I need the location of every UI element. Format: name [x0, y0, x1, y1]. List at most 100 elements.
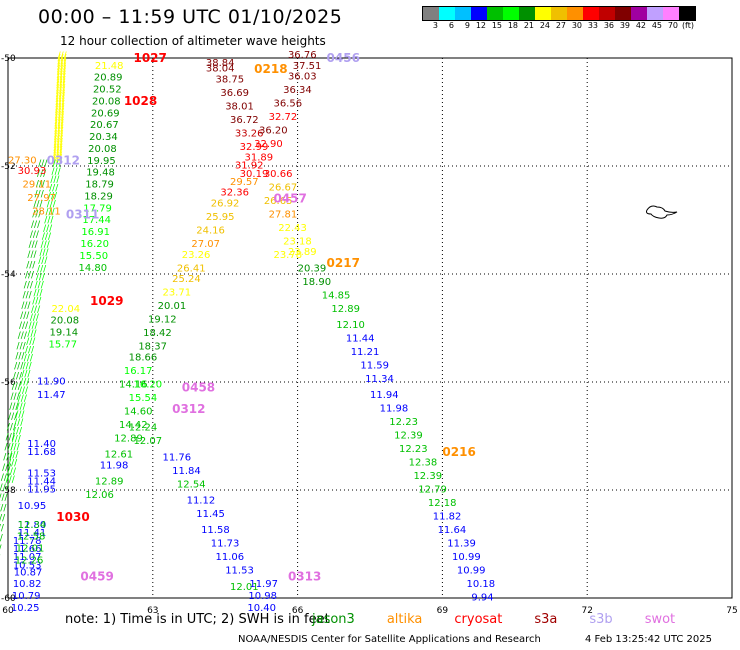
track-value-label: 22.04: [51, 304, 80, 315]
swh-value-label: 23.78: [273, 250, 302, 261]
dense-band-mark: ∕∕∕: [12, 382, 22, 392]
swh-value-label: 12.23: [389, 417, 418, 428]
pass-time-label: 0458: [182, 380, 215, 394]
swh-value-label: 20.01: [158, 301, 187, 312]
swh-value-label: 10.95: [18, 501, 47, 512]
dense-band-mark: ∕∕∕: [54, 121, 64, 131]
swh-value-label: 38.84: [206, 58, 235, 69]
dense-band-mark: ∕∕∕: [0, 524, 5, 534]
legend-swatch: [567, 7, 583, 20]
legend-swatch: [599, 7, 615, 20]
dense-band-mark: ∕∕∕: [35, 189, 45, 199]
track-value-label: 19.14: [50, 328, 79, 339]
dense-band-mark: ∕∕∕: [54, 137, 64, 147]
track-value-label: 10.98: [248, 591, 277, 602]
dense-band-mark: ∕∕∕: [13, 372, 23, 382]
track-value-label: 12.26: [15, 555, 44, 566]
swh-value-label: 36.76: [288, 50, 317, 61]
swh-value-label: 23.26: [182, 250, 211, 261]
swh-value-label: 11.53: [27, 469, 56, 480]
dense-band-mark: ∕∕∕: [48, 191, 58, 201]
lon-tick-label: 69: [437, 606, 449, 616]
swh-value-label: 12.39: [394, 431, 423, 442]
dense-band-mark: ∕∕∕: [56, 81, 66, 91]
swh-value-label: 18.37: [138, 342, 167, 353]
pass-time-label: 1029: [90, 294, 123, 308]
track-value-label: 14.80: [78, 263, 107, 274]
timestamp: 4 Feb 13:25:42 UTC 2025: [585, 634, 712, 645]
track-value-label: 21.48: [95, 61, 124, 72]
swh-value-label: 36.72: [230, 115, 259, 126]
swh-value-label: 32.90: [254, 139, 283, 150]
pass-time-label: 0312: [47, 154, 80, 168]
swh-value-label: 11.40: [27, 439, 56, 450]
legend-swatch: [471, 7, 487, 20]
track-value-label: 20.67: [90, 120, 119, 131]
swh-value-label: 11.80: [18, 520, 47, 531]
pass-time-label: 1027: [133, 51, 166, 65]
swh-value-label: 11.82: [433, 512, 462, 523]
swh-value-label: 32.99: [240, 142, 269, 153]
swh-value-label: 12.23: [399, 444, 428, 455]
legend-swatch: [551, 7, 567, 20]
dense-band-mark: ∕∕∕: [55, 116, 65, 126]
dense-band-mark: ∕∕∕: [41, 240, 51, 250]
dense-band-mark: ∕∕∕: [19, 321, 29, 331]
dense-band-mark: ∕∕∕: [0, 534, 4, 544]
dense-band-mark: ∕∕∕: [4, 443, 14, 453]
swh-value-label: 18.66: [129, 352, 158, 363]
legend-label: 12: [475, 21, 486, 30]
legend-swatch: [663, 7, 679, 20]
track-value-label: 17.44: [82, 215, 111, 226]
pass-time-label: 0312: [172, 402, 205, 416]
dense-band-mark: ∕∕∕: [53, 156, 63, 166]
dense-band-mark: ∕∕∕: [55, 102, 65, 112]
pass-time-label: 0456: [327, 51, 360, 65]
swh-value-label: 29.57: [230, 177, 259, 188]
swh-value-label: 11.73: [211, 539, 240, 550]
lon-tick-label: 72: [581, 606, 592, 616]
dense-band-mark: ∕∕∕: [53, 148, 63, 158]
dense-band-mark: ∕∕∕: [14, 418, 24, 428]
dense-band-mark: ∕∕∕: [57, 56, 67, 66]
swh-value-label: 38.04: [206, 64, 235, 75]
swh-value-label: 36.03: [288, 72, 317, 83]
dense-band-mark: ∕∕∕: [0, 554, 1, 564]
swh-value-label: 32.36: [220, 188, 249, 199]
dense-band-mark: ∕∕∕: [30, 313, 40, 323]
swh-value-label: 18.42: [143, 328, 172, 339]
swh-value-label: 14.16: [119, 379, 148, 390]
track-value-label: 18.29: [84, 191, 113, 202]
dense-band-mark: ∕∕∕: [39, 248, 49, 258]
satellite-swot: swot: [644, 612, 676, 627]
swh-value-label: 12.06: [85, 490, 114, 501]
satellite-legend: jason3 altika cryosat s3a s3b swot: [312, 612, 707, 627]
dense-band-mark: ∕∕∕: [9, 451, 19, 461]
dense-band-mark: ∕∕∕: [56, 92, 66, 102]
legend-label: 36: [603, 21, 614, 30]
dense-band-mark: ∕∕∕: [31, 220, 41, 230]
pass-time-label: 0216: [442, 445, 475, 459]
swh-value-label: 10.53: [13, 560, 42, 571]
swh-value-label: 26.67: [269, 182, 298, 193]
track-value-label: 15.77: [49, 339, 78, 350]
dense-band-mark: ∕∕∕: [53, 159, 63, 169]
dense-band-mark: ∕∕∕: [55, 105, 65, 115]
island-outline: [646, 205, 678, 219]
pass-time-label: 0459: [80, 569, 113, 583]
dense-band-mark: ∕∕∕: [46, 208, 56, 218]
track-value-label: 12.58: [17, 532, 46, 543]
legend-label: 30: [571, 21, 582, 30]
dense-band-mark: ∕∕∕: [24, 281, 34, 291]
swh-value-label: 26.65: [264, 196, 293, 207]
swh-value-label: 27.07: [191, 239, 220, 250]
dense-band-mark: ∕∕∕: [56, 86, 66, 96]
credit-line: NOAA/NESDIS Center for Satellite Applica…: [238, 634, 541, 645]
lat-tick-label: -58: [1, 486, 16, 496]
map-subtitle: 12 hour collection of altimeter wave hei…: [60, 34, 326, 48]
pass-time-label: 0457: [273, 191, 306, 205]
legend-swatch: [455, 7, 471, 20]
track-value-label: 10.82: [13, 579, 42, 590]
swh-value-label: 15.54: [129, 393, 158, 404]
swh-value-label: 11.53: [225, 566, 254, 577]
